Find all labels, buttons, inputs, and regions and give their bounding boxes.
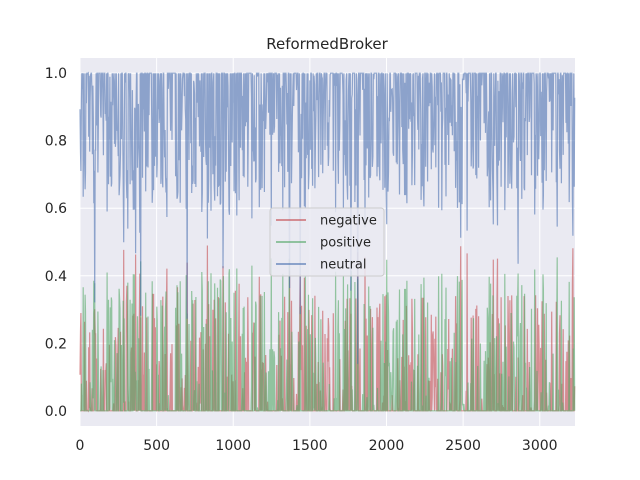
x-tick-label: 1500 <box>292 438 328 454</box>
y-tick-label: 0.4 <box>45 269 67 285</box>
series-layer <box>79 71 576 413</box>
x-tick-label: 0 <box>76 438 85 454</box>
legend: negative positive neutral <box>269 207 385 277</box>
x-tick-label: 3000 <box>522 438 558 454</box>
y-tick-label: 0.6 <box>45 201 67 217</box>
y-tick-label: 0.8 <box>45 134 67 150</box>
x-tick-label: 2500 <box>445 438 481 454</box>
series-line-positive <box>80 257 576 412</box>
legend-label-negative: negative <box>320 214 377 229</box>
x-tick-label: 500 <box>143 438 170 454</box>
y-tick-label: 0.2 <box>45 336 67 352</box>
legend-box <box>269 207 385 277</box>
x-tick-label: 2000 <box>369 438 405 454</box>
y-axis-ticks: 0.0 0.2 0.4 0.6 0.8 1.0 <box>45 66 67 420</box>
y-tick-label: 0.0 <box>45 404 67 420</box>
legend-label-neutral: neutral <box>320 258 367 273</box>
x-axis-ticks: 0 500 1000 1500 2000 2500 3000 <box>76 438 558 454</box>
chart-title: ReformedBroker <box>266 35 388 53</box>
legend-label-positive: positive <box>320 236 371 251</box>
y-tick-label: 1.0 <box>45 66 67 82</box>
x-tick-label: 1000 <box>215 438 251 454</box>
series-line-neutral <box>79 71 576 364</box>
